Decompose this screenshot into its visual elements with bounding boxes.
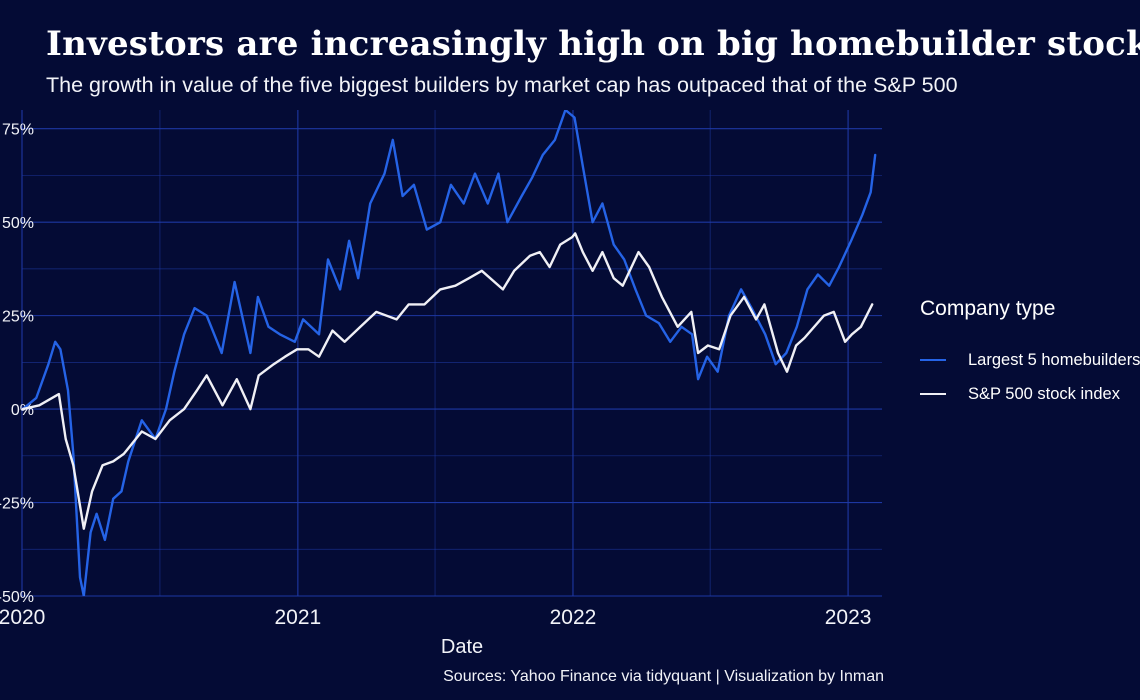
y-tick-label: 50% xyxy=(2,215,34,232)
y-tick-label: 0% xyxy=(11,402,34,419)
legend-key-homebuilders xyxy=(920,359,946,361)
legend-key-sp500 xyxy=(920,393,946,395)
chart-subtitle: The growth in value of the five biggest … xyxy=(46,73,958,97)
series-line-homebuilders xyxy=(22,110,877,596)
series-line-sp500 xyxy=(22,232,874,530)
y-tick-label: -25% xyxy=(0,496,34,513)
x-tick-label: 2022 xyxy=(550,606,597,629)
chart-title: Investors are increasingly high on big h… xyxy=(46,24,1140,64)
legend-label-homebuilders: Largest 5 homebuilders xyxy=(968,350,1140,369)
legend-label-sp500: S&P 500 stock index xyxy=(968,384,1120,403)
x-tick-label: 2023 xyxy=(825,606,872,629)
legend: Company type Largest 5 homebuilders S&P … xyxy=(920,297,1140,411)
y-tick-label: 25% xyxy=(2,309,34,326)
source-caption: Sources: Yahoo Finance via tidyquant | V… xyxy=(443,668,884,685)
x-axis-title: Date xyxy=(441,636,483,658)
legend-title: Company type xyxy=(920,297,1056,320)
x-tick-label: 2021 xyxy=(275,606,322,629)
x-tick-label: 2020 xyxy=(0,606,45,629)
y-tick-label: 75% xyxy=(2,122,34,139)
legend-item-sp500: S&P 500 stock index xyxy=(920,377,1140,411)
y-tick-label: -50% xyxy=(0,589,34,606)
legend-item-homebuilders: Largest 5 homebuilders xyxy=(920,343,1140,377)
